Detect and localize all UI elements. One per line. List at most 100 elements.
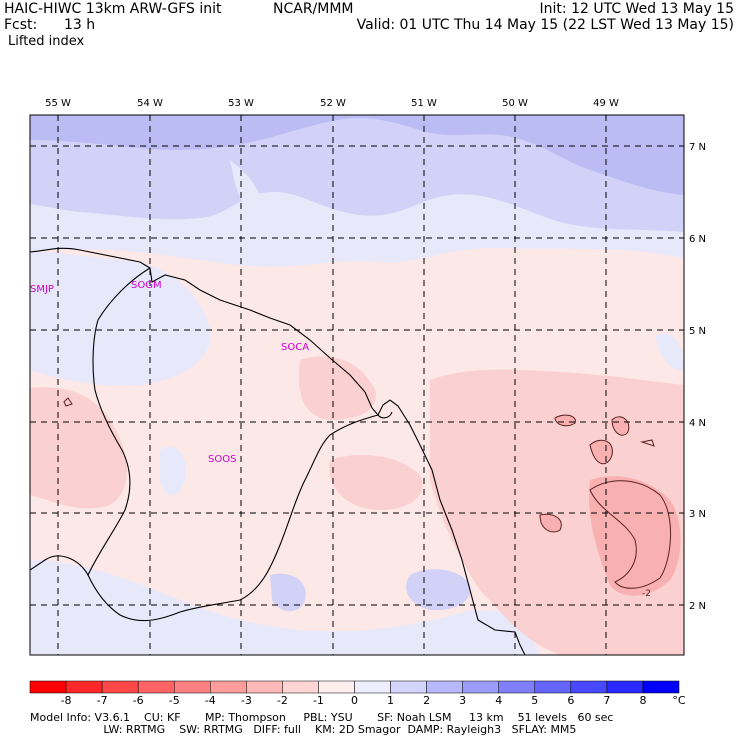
contour-line (611, 416, 630, 436)
lon-label: 55 W (45, 98, 71, 109)
contour-line (589, 439, 613, 465)
border-west (30, 267, 151, 577)
colorbar-swatch (462, 680, 499, 694)
contour-line (539, 513, 562, 533)
contour-line (640, 439, 655, 447)
lon-label: 50 W (502, 98, 528, 109)
coastlines (30, 247, 526, 655)
field-cool-west (30, 250, 211, 386)
lon-label: 52 W (320, 98, 346, 109)
field-cool-patch-1 (230, 160, 261, 210)
field-cool-south-patch (406, 569, 471, 611)
colorbar-swatch (642, 680, 680, 694)
field-warm-strong-patch (540, 514, 562, 532)
colorbar-swatch (570, 680, 608, 694)
colorbar-tick-label: -2 (276, 694, 288, 707)
colorbar-tick-label: 0 (351, 694, 358, 707)
org-label: NCAR/MMM (273, 1, 354, 17)
contour-line (554, 414, 576, 427)
lat-label: 3 N (689, 509, 706, 520)
colorbar-tick-label: 8 (639, 694, 647, 707)
colorbar-swatch (246, 680, 283, 694)
field-name: Lifted index (8, 34, 85, 49)
colorbar-tick-label: 7 (603, 694, 611, 707)
contour-line (63, 397, 73, 407)
colorbar-swatch (65, 680, 103, 694)
lon-labels: 55 W 54 W 53 W 52 W 51 W 50 W 49 W (45, 98, 619, 109)
lat-label: 2 N (689, 601, 706, 612)
colorbar (29, 680, 680, 694)
valid-time: Valid: 01 UTC Thu 14 May 15 (22 LST Wed … (356, 17, 734, 33)
colorbar-tick-label: 5 (531, 694, 539, 707)
map-frame (29, 114, 685, 656)
init-time: Init: 12 UTC Wed 13 May 15 (539, 1, 734, 17)
contour-line (589, 480, 671, 589)
field-warm-strong-patch-4 (590, 440, 613, 464)
shaded-field (30, 115, 684, 655)
field-cool-patch-2 (160, 446, 186, 495)
model-title: HAIC-HIWC 13km ARW-GFS init (4, 1, 222, 17)
field-warm-coast (298, 356, 376, 420)
colorbar-swatch (173, 680, 211, 694)
lat-label: 4 N (689, 418, 706, 429)
field-cool-south (30, 560, 540, 655)
lat-label: 5 N (689, 326, 706, 337)
forecast-label: Fcst: (4, 17, 38, 33)
colorbar-tick-label: 1 (387, 694, 395, 707)
field-warm-central (329, 455, 423, 510)
colorbar-swatch (318, 680, 355, 694)
border-south (87, 414, 379, 622)
field-warm-strong-patch-3 (612, 416, 629, 436)
colorbar-swatch (390, 680, 427, 694)
station-label: SOCA (281, 342, 309, 353)
station-label: SOOS (208, 454, 236, 465)
colorbar-tick-label: 6 (567, 694, 575, 707)
station-label: SMJP (30, 284, 54, 295)
stations: SMJP SOGM SOCA SOOS (30, 280, 309, 465)
lon-label: 49 W (593, 98, 619, 109)
field-warm-west (30, 387, 127, 509)
field-cool-south-patch-2 (270, 573, 306, 612)
lat-label: 7 N (689, 142, 706, 153)
lon-label: 53 W (228, 98, 254, 109)
lon-label: 54 W (137, 98, 163, 109)
model-info-line1: Model Info: V3.6.1 CU: KF MP: Thompson P… (30, 711, 614, 724)
contour-label: -2 (642, 589, 651, 599)
graticule (30, 115, 684, 655)
lat-label: 6 N (689, 234, 706, 245)
contours (63, 397, 671, 589)
colorbar-tick-label: -1 (312, 694, 324, 707)
field-warm-strong-patch-2 (555, 415, 576, 426)
colorbar-swatch (498, 680, 536, 694)
colorbar-swatch (101, 680, 139, 694)
lon-label: 51 W (411, 98, 437, 109)
model-info-line2: LW: RRTMG SW: RRTMG DIFF: full KM: 2D Sm… (30, 723, 577, 736)
colorbar-tick-label: -6 (132, 694, 144, 707)
colorbar-swatch (534, 680, 572, 694)
lat-labels: 7 N 6 N 5 N 4 N 3 N 2 N (689, 142, 706, 612)
colorbar-swatch (426, 680, 463, 694)
colorbar-swatch (282, 680, 319, 694)
colorbar-tick-label: -4 (204, 694, 216, 707)
colorbar-tick-label: -7 (96, 694, 108, 707)
forecast-hours: 13 h (64, 17, 96, 33)
colorbar-tick-label: 4 (495, 694, 503, 707)
colorbar-swatch (210, 680, 247, 694)
colorbar-tick-label: -3 (240, 694, 252, 707)
station-label: SOGM (131, 280, 162, 291)
colorbar-swatch (137, 680, 175, 694)
colorbar-tick-label: 3 (459, 694, 467, 707)
colorbar-tick-label: -5 (168, 694, 180, 707)
field-cool-strong-top (30, 115, 684, 195)
colorbar-tick-label: 2 (423, 694, 431, 707)
colorbar-swatch (354, 680, 391, 694)
colorbar-swatch (29, 680, 67, 694)
coastline-east (30, 247, 526, 655)
colorbar-swatch (606, 680, 644, 694)
colorbar-unit: °C (672, 694, 686, 707)
colorbar-tick-label: -8 (60, 694, 72, 707)
field-warm-strong-east (589, 476, 681, 596)
coastline-cape (377, 411, 393, 419)
field-cool-east-patch (655, 333, 684, 371)
